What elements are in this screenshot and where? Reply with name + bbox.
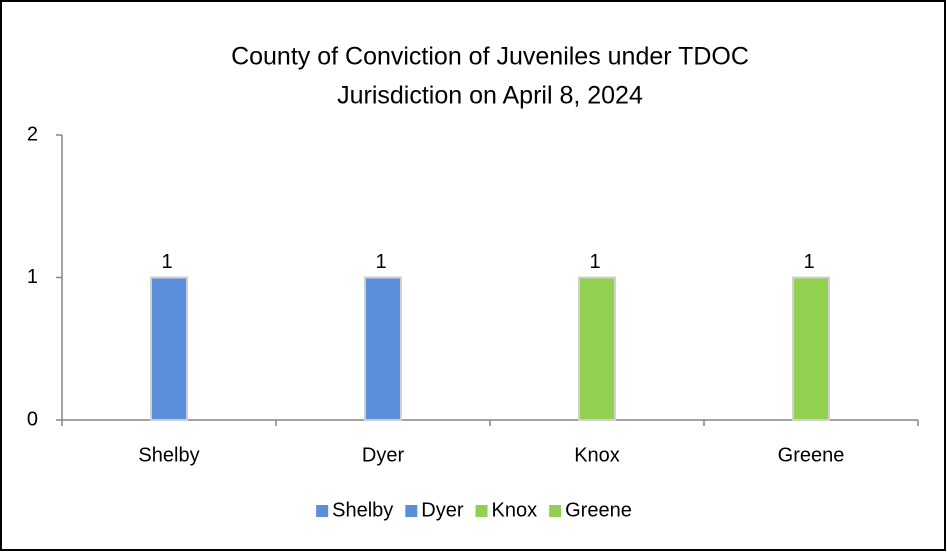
x-tick-label: Shelby [138, 444, 199, 466]
data-label: 1 [375, 251, 386, 273]
legend-label: Dyer [421, 499, 464, 521]
bar [150, 276, 188, 421]
y-tick-label: 1 [27, 266, 38, 288]
legend-swatch [316, 505, 329, 517]
data-label: 1 [161, 251, 172, 273]
chart-title: County of Conviction of Juveniles under … [231, 43, 749, 71]
legend-label: Knox [492, 499, 538, 521]
legend-swatch [475, 505, 488, 517]
x-tick-label: Dyer [362, 444, 405, 466]
legend-label: Shelby [332, 499, 393, 521]
legend-swatch [549, 505, 562, 517]
x-tick-label: Greene [778, 444, 845, 466]
bar [364, 276, 402, 421]
legend-label: Greene [565, 499, 632, 521]
bar [792, 276, 830, 421]
y-tick-label: 0 [27, 408, 38, 430]
data-label: 1 [803, 251, 814, 273]
legend-swatch [405, 505, 418, 517]
y-tick-label: 2 [27, 123, 38, 145]
bar [578, 276, 616, 421]
x-tick-label: Knox [574, 444, 620, 466]
data-label: 1 [589, 251, 600, 273]
chart-title: Jurisdiction on April 8, 2024 [337, 82, 643, 110]
